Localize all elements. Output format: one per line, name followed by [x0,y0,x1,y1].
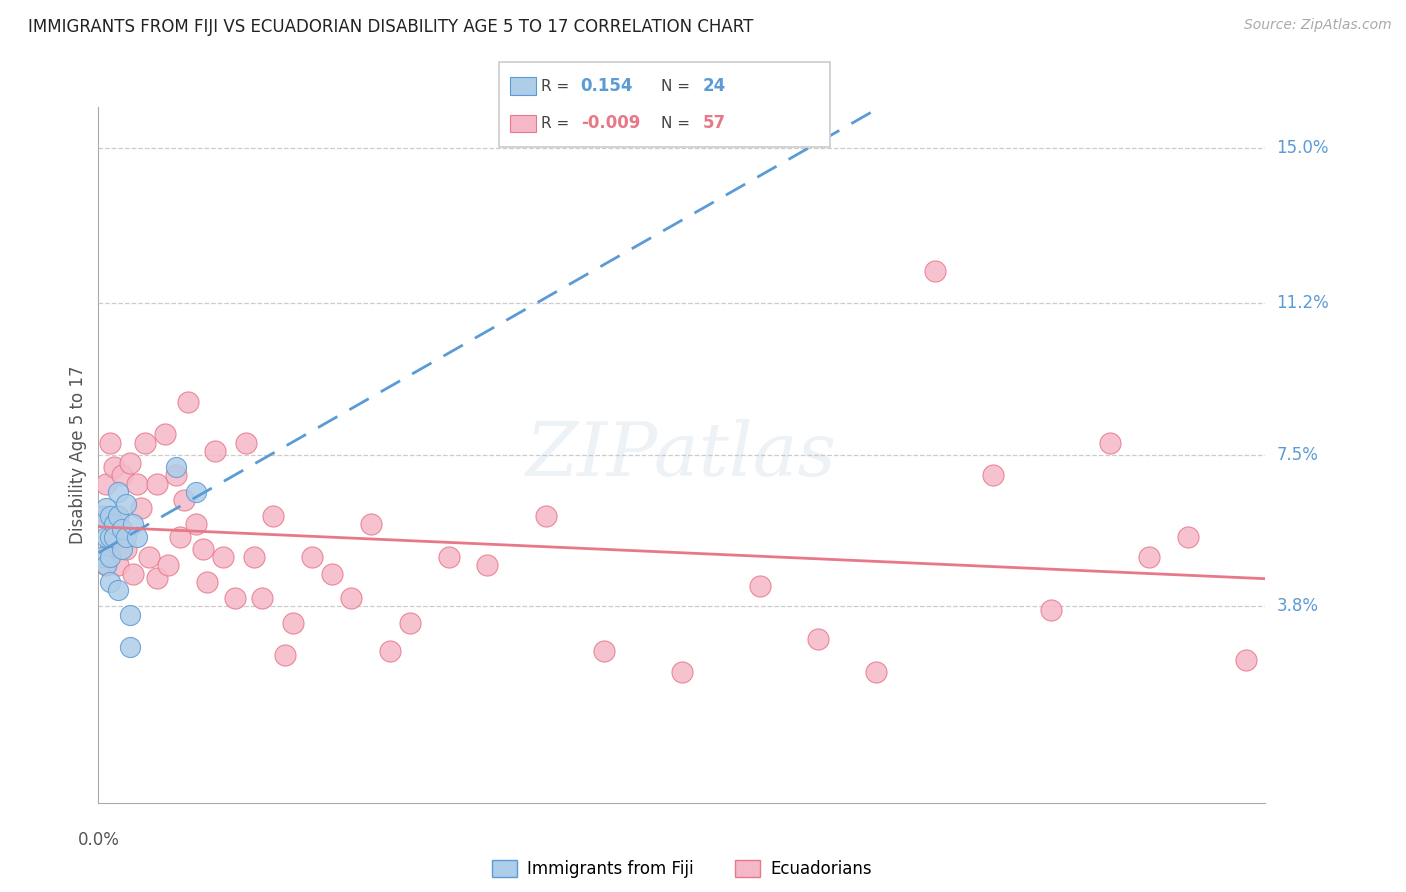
Point [360,517,382,532]
Point [865,665,887,679]
Text: -0.009: -0.009 [581,114,640,132]
Point [111,522,134,536]
Point [165,468,187,483]
Point [98,542,121,557]
Point [1040,603,1063,617]
Point [146,571,169,585]
Point [138,550,160,565]
Text: R =: R = [541,116,569,131]
Point [924,264,946,278]
Point [107,509,129,524]
Point [224,591,246,606]
Text: 3.8%: 3.8% [1277,598,1319,615]
Text: 57: 57 [703,114,725,132]
Point [129,501,152,516]
Point [165,460,187,475]
Point [107,509,129,524]
Point [96,558,118,573]
Point [1137,550,1160,565]
Point [1098,435,1121,450]
Point [103,530,125,544]
Point [281,615,304,630]
Point [118,640,141,655]
Text: 11.2%: 11.2% [1277,294,1329,312]
Point [111,542,134,557]
Point [184,484,207,499]
Point [534,509,557,524]
Point [91,550,114,565]
Point [107,582,129,597]
Point [671,665,693,679]
Point [195,574,218,589]
Point [96,558,118,573]
Point [157,558,180,573]
Text: IMMIGRANTS FROM FIJI VS ECUADORIAN DISABILITY AGE 5 TO 17 CORRELATION CHART: IMMIGRANTS FROM FIJI VS ECUADORIAN DISAB… [28,18,754,36]
Point [118,456,141,470]
Point [477,558,499,573]
Legend: Immigrants from Fiji, Ecuadorians: Immigrants from Fiji, Ecuadorians [485,854,879,885]
Point [98,550,121,565]
Text: 0.0%: 0.0% [77,830,120,848]
Point [437,550,460,565]
Point [98,574,121,589]
Point [114,542,136,557]
Point [1234,652,1257,666]
Point [96,501,118,516]
Point [96,530,118,544]
Point [134,435,156,450]
Point [127,476,149,491]
Point [748,579,770,593]
Point [173,492,195,507]
Point [98,509,121,524]
Point [122,566,145,581]
Text: Source: ZipAtlas.com: Source: ZipAtlas.com [1244,18,1392,32]
Point [301,550,323,565]
Point [107,558,129,573]
Point [114,530,136,544]
Point [274,648,297,663]
Point [235,435,257,450]
Text: 7.5%: 7.5% [1277,446,1319,464]
Point [146,476,169,491]
Point [103,460,125,475]
Point [98,435,121,450]
Point [169,530,191,544]
Point [118,607,141,622]
Point [193,542,215,557]
Point [807,632,830,646]
Y-axis label: Disability Age 5 to 17: Disability Age 5 to 17 [69,366,87,544]
Point [378,644,402,658]
Point [981,468,1004,483]
Point [98,530,121,544]
Point [96,476,118,491]
Point [398,615,420,630]
Text: ZIPatlas: ZIPatlas [526,418,838,491]
Point [340,591,363,606]
Point [107,484,129,499]
Text: R =: R = [541,78,569,94]
Point [184,517,207,532]
Text: N =: N = [661,78,690,94]
Point [204,443,226,458]
Text: N =: N = [661,116,690,131]
Point [212,550,235,565]
Point [250,591,273,606]
Point [91,509,114,524]
Point [122,517,145,532]
Point [262,509,284,524]
Point [321,566,343,581]
Point [593,644,616,658]
Point [111,468,134,483]
Text: 15.0%: 15.0% [1277,139,1329,157]
Point [153,427,176,442]
Point [114,497,136,511]
Text: 0.154: 0.154 [581,78,633,95]
Point [243,550,266,565]
Point [127,530,149,544]
Point [1177,530,1199,544]
Point [91,509,114,524]
Point [177,394,200,409]
Point [103,517,125,532]
Text: 24: 24 [703,78,727,95]
